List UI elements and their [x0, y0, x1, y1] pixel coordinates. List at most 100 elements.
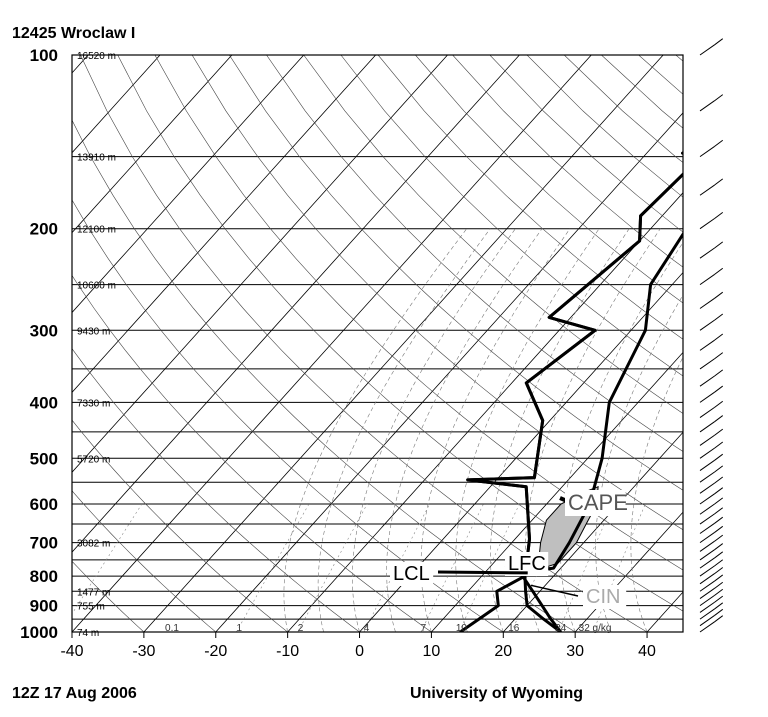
x-tick-label: -30 [132, 643, 155, 660]
wind-barb-flag [714, 595, 724, 603]
wind-barb [699, 44, 716, 56]
wind-barb-flag [714, 516, 724, 524]
wind-barbs [699, 38, 724, 633]
isotherm [72, 55, 305, 314]
isotherm [719, 55, 768, 632]
isotherm [72, 55, 592, 632]
isotherm [72, 55, 233, 234]
x-tick-label: -40 [60, 643, 83, 660]
wind-barb-flag [714, 543, 724, 550]
dry-adiabat [117, 55, 683, 612]
height-label: 12100 m [77, 225, 116, 236]
wind-barb [699, 273, 716, 286]
wind-barb [699, 608, 716, 620]
wind-barb-flag [714, 441, 724, 449]
wind-barb [699, 621, 716, 633]
mixing-ratio-line [458, 503, 520, 632]
mixing-ratio-line [592, 503, 646, 632]
wind-barb-flag [714, 574, 724, 582]
moist-adiabat [560, 242, 683, 632]
pressure-tick-label: 600 [30, 495, 58, 514]
dry-adiabat [601, 55, 683, 129]
moist-adiabat [490, 228, 630, 632]
pressure-tick-label: 700 [30, 534, 58, 553]
timestamp: 12Z 17 Aug 2006 [12, 685, 137, 702]
wind-barb-flag [714, 291, 724, 299]
mixing-ratio-label: 2 [298, 623, 304, 634]
wind-barb-flag [714, 588, 724, 596]
mixing-ratio-label: 0.1 [165, 623, 179, 634]
wind-barb-flag [714, 465, 724, 473]
isotherm [431, 351, 683, 632]
wind-barb-flag [714, 602, 724, 610]
mixing-ratio-label: 1 [236, 623, 242, 634]
height-label: 755 m [77, 602, 105, 613]
wind-barb [699, 513, 716, 525]
wind-barb [699, 587, 716, 599]
wind-barb [699, 434, 716, 446]
x-tick-label: -20 [204, 643, 227, 660]
height-label: 13910 m [77, 153, 116, 164]
height-label: 16520 m [77, 51, 116, 62]
isotherm [359, 271, 683, 632]
pressure-tick-label: 500 [30, 449, 58, 468]
wind-barb [699, 145, 716, 158]
wind-barb [699, 406, 716, 418]
height-label: 7330 m [77, 398, 110, 409]
isotherm [502, 431, 683, 632]
wind-barb-flag [714, 487, 724, 495]
wind-barb [699, 217, 716, 230]
x-tick-label: 10 [423, 643, 441, 660]
pressure-tick-label: 1000 [20, 623, 58, 642]
wind-barb [699, 319, 716, 331]
pressure-tick-label: 100 [30, 46, 58, 65]
wind-barb [699, 601, 716, 613]
x-tick-label: 40 [638, 643, 656, 660]
pressure-tick-label: 200 [30, 220, 58, 239]
mixing-ratio-label: 7 [421, 623, 427, 634]
pressure-tick-label: 400 [30, 393, 58, 412]
dry-adiabat [303, 55, 683, 414]
dry-adiabat [229, 55, 683, 491]
wind-barb [699, 459, 716, 471]
wind-barb-flag [714, 559, 724, 567]
wind-barb-flag [714, 525, 724, 533]
wind-barb-flag [714, 38, 724, 46]
wind-barb-flag [714, 241, 724, 249]
wind-barb [699, 503, 716, 515]
wind-barb-flag [714, 211, 724, 219]
source-credit: University of Wyoming [410, 685, 583, 702]
height-label: 74 m [77, 628, 99, 639]
wind-barb-flag [714, 415, 724, 422]
pressure-tick-label: 900 [30, 597, 58, 616]
mixing-ratio-label: 24 [555, 623, 567, 634]
wind-barb [699, 594, 716, 607]
mixing-ratio-label: 4 [364, 623, 370, 634]
height-label: 10660 m [77, 281, 116, 292]
isotherm [72, 55, 161, 154]
dry-adiabat [72, 199, 504, 632]
x-tick-label: 30 [566, 643, 584, 660]
dry-adiabat [72, 419, 288, 632]
dry-adiabat [72, 274, 432, 632]
dry-adiabat [80, 55, 648, 632]
wind-barb-flag [714, 497, 724, 505]
mixing-ratio-label: 32 g/kg [579, 623, 612, 634]
cin-label: CIN [586, 586, 620, 608]
isotherm [0, 55, 16, 632]
dry-adiabat [675, 55, 683, 62]
isotherm [72, 55, 448, 473]
wind-barb-flag [714, 476, 724, 484]
isotherm [646, 591, 683, 632]
cin-pointer [530, 584, 579, 597]
wind-barb-flag [714, 139, 724, 147]
wind-barb [699, 297, 716, 309]
wind-barb-flag [714, 400, 724, 408]
height-label: 5720 m [77, 454, 110, 465]
wind-barb [699, 391, 716, 403]
x-tick-label: 0 [355, 643, 364, 660]
wind-barb-flag [714, 267, 724, 275]
lcl-pointer [437, 570, 528, 575]
